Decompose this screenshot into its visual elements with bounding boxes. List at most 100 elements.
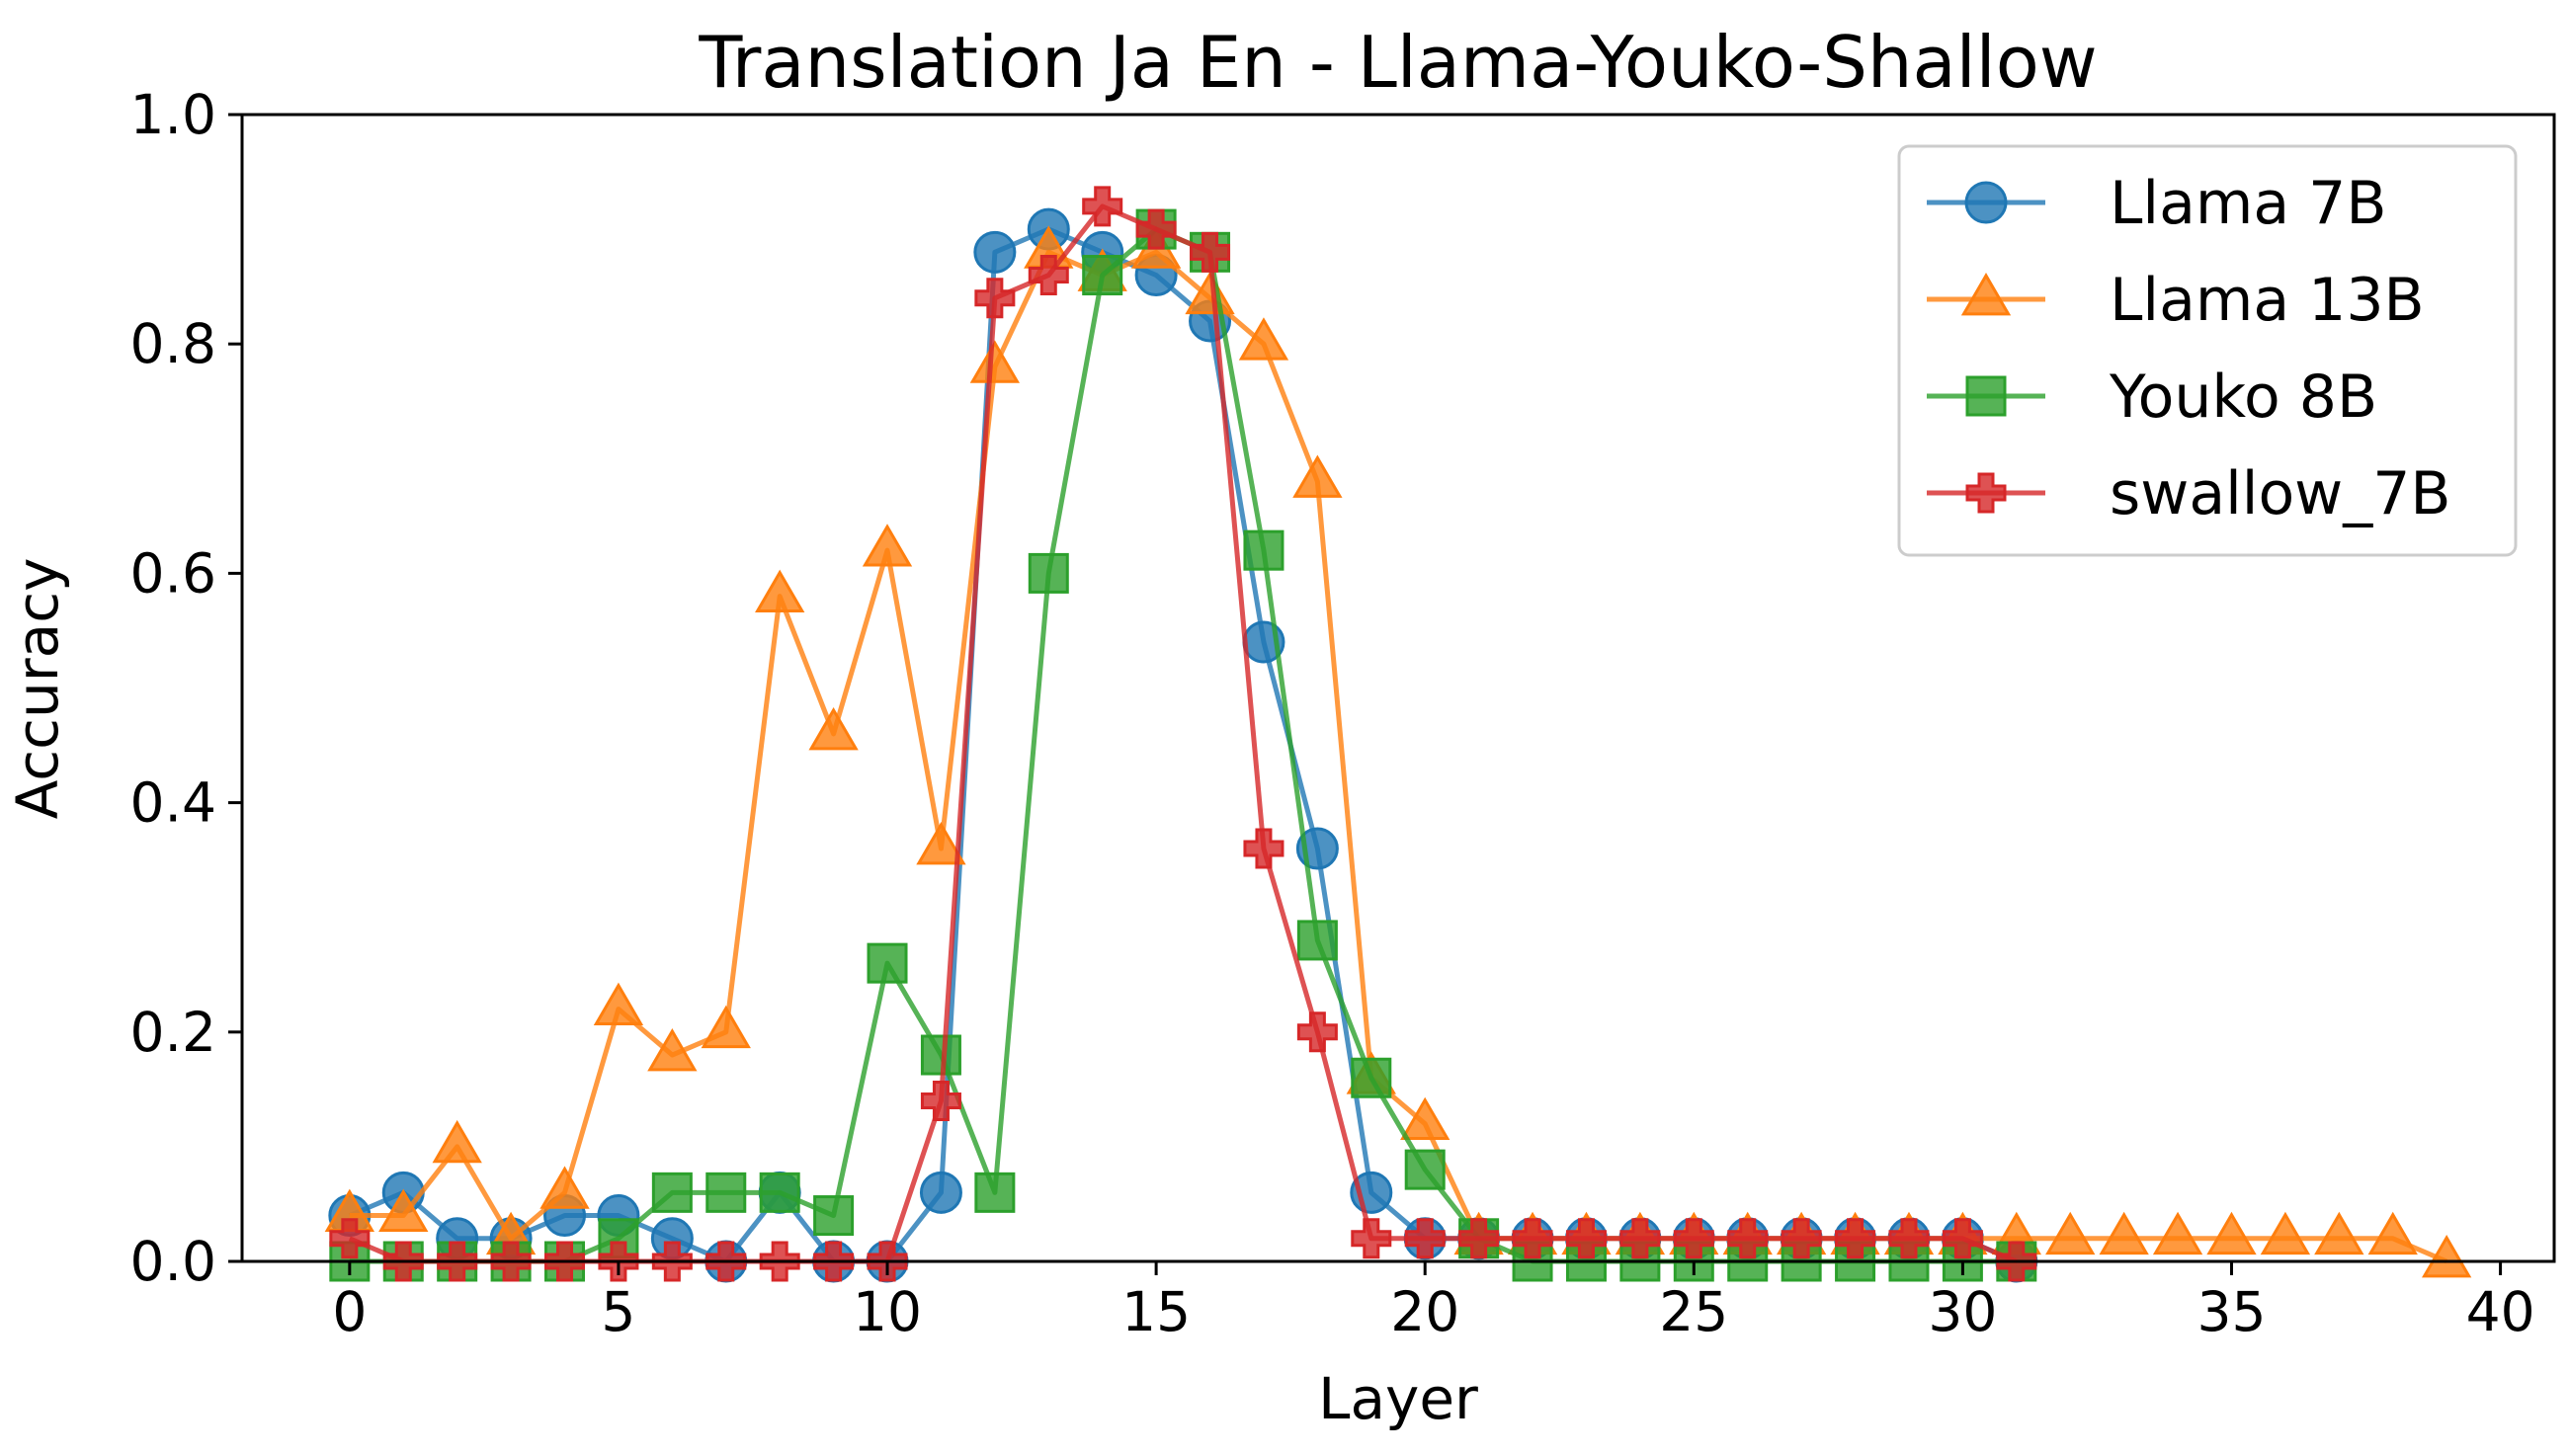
legend-box (1897, 144, 2518, 557)
data-point (2314, 1211, 2364, 1255)
data-point (2099, 1211, 2149, 1255)
y-tick-label: 0.2 (130, 1001, 216, 1064)
data-point (919, 1171, 962, 1214)
series-layer (324, 186, 2472, 1283)
data-point (1888, 1218, 1930, 1259)
legend-marker (1960, 273, 2012, 316)
data-point (867, 942, 908, 984)
x-tick-label: 20 (1390, 1280, 1459, 1343)
legend-item: Llama 7B (1927, 169, 2387, 238)
data-point (1028, 552, 1069, 594)
series-line (348, 203, 2018, 1264)
y-axis-label: Accuracy (4, 558, 71, 820)
series-line (349, 226, 2017, 1264)
y-tick-label: 0.6 (130, 541, 216, 605)
y-tick-label: 0.0 (130, 1230, 216, 1293)
legend-label: Youko 8B (2109, 363, 2377, 432)
data-point (974, 1172, 1016, 1213)
legend-label: Llama 13B (2110, 266, 2425, 335)
data-point (2367, 1211, 2418, 1255)
data-point (1296, 1011, 1338, 1053)
x-tick-label: 25 (1659, 1280, 1728, 1343)
data-point (755, 569, 805, 612)
x-axis-ticks: 0 5 10 15 20 25 30 35 40 (332, 1261, 2535, 1343)
plot-area (240, 113, 2556, 1283)
data-point (813, 1195, 855, 1237)
series-line (348, 226, 2018, 1264)
data-point (1781, 1218, 1822, 1259)
legend-marker (1965, 472, 2007, 514)
data-point (2152, 1211, 2203, 1255)
data-point (1351, 1057, 1392, 1098)
data-point (1400, 1096, 1450, 1141)
data-point (808, 706, 859, 751)
data-point (1185, 271, 1235, 315)
data-point (378, 1188, 429, 1232)
data-point (1727, 1218, 1769, 1259)
x-tick-label: 5 (601, 1280, 635, 1343)
data-point (969, 340, 1021, 383)
legend-item: swallow_7B (1927, 459, 2451, 528)
data-point (1292, 454, 1343, 498)
x-tick-label: 0 (332, 1280, 367, 1343)
data-point (1673, 1218, 1714, 1259)
data-point (539, 1166, 590, 1209)
legend: Llama 7B Llama 13B Youko 8B swallow_7B (1897, 144, 2518, 557)
data-point (647, 1028, 698, 1072)
data-point (1082, 186, 1123, 227)
data-point (1243, 828, 1284, 869)
data-point (2421, 1235, 2472, 1278)
legend-item: Youko 8B (1927, 363, 2377, 432)
y-axis-ticks: 0.0 0.2 0.4 0.6 0.8 1.0 (130, 83, 242, 1293)
legend-marker (1964, 181, 2008, 224)
data-point (1404, 1218, 1446, 1259)
legend-marker (1965, 375, 2007, 417)
data-point (1296, 920, 1338, 961)
data-point (973, 230, 1017, 274)
series-line (349, 249, 2448, 1264)
data-point (1565, 1218, 1607, 1259)
data-point (1190, 231, 1231, 273)
legend-items: Llama 7B Llama 13B Youko 8B swallow_7B (1927, 169, 2451, 528)
data-point (1512, 1218, 1553, 1259)
data-point (2260, 1211, 2311, 1255)
data-point (1238, 317, 1289, 361)
data-point (759, 1172, 800, 1213)
data-point (651, 1172, 693, 1213)
data-point (2045, 1211, 2096, 1255)
data-point (1243, 529, 1284, 571)
legend-label: Llama 7B (2110, 169, 2387, 238)
x-tick-label: 40 (2466, 1280, 2535, 1343)
x-tick-label: 30 (1928, 1280, 1997, 1343)
data-point (329, 1218, 371, 1259)
data-point (432, 1119, 482, 1164)
data-point (593, 982, 644, 1025)
data-point (1404, 1149, 1446, 1190)
data-point (862, 524, 913, 567)
data-point (1135, 208, 1177, 250)
legend-item: Llama 13B (1927, 266, 2425, 335)
chart-title: Translation Ja En - Llama-Youko-Shallow (698, 21, 2097, 104)
data-point (920, 1080, 961, 1121)
data-point (1619, 1218, 1661, 1259)
x-tick-label: 35 (2196, 1280, 2266, 1343)
axes-frame (240, 113, 2556, 1263)
data-point (1835, 1218, 1876, 1259)
data-point (701, 1005, 751, 1049)
data-point (1082, 255, 1123, 296)
y-tick-label: 1.0 (130, 83, 216, 146)
data-point (2206, 1211, 2257, 1255)
data-point (974, 278, 1016, 319)
y-tick-label: 0.4 (130, 771, 216, 835)
y-tick-label: 0.8 (130, 312, 216, 375)
data-point (916, 822, 966, 865)
x-tick-label: 15 (1121, 1280, 1191, 1343)
data-point (1028, 255, 1069, 296)
x-axis-label: Layer (1318, 1365, 1478, 1432)
data-point (1942, 1218, 1983, 1259)
x-tick-label: 10 (853, 1280, 922, 1343)
legend-label: swallow_7B (2110, 459, 2451, 528)
data-point (1458, 1218, 1500, 1259)
data-point (705, 1172, 747, 1213)
